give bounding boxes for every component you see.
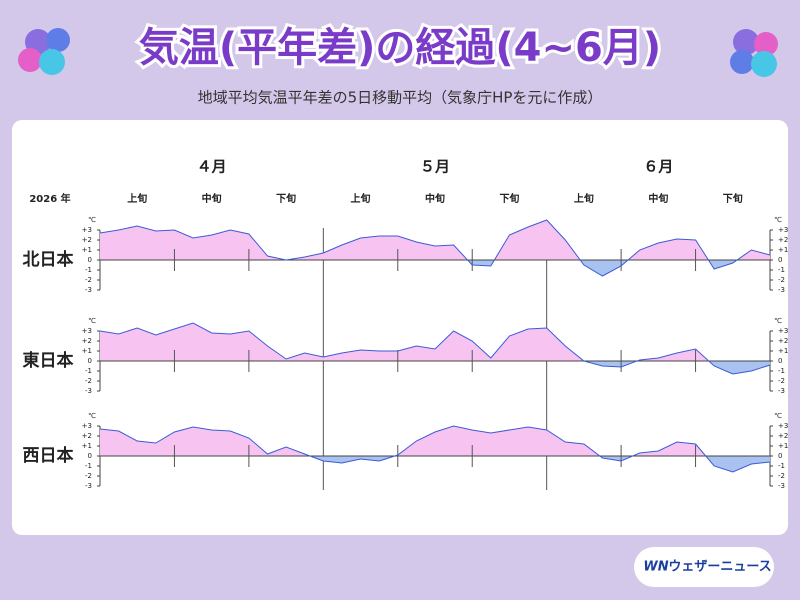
unit-label: ℃ xyxy=(88,412,96,420)
y-tick-label: +3 xyxy=(778,226,788,234)
decade-label: 上旬 xyxy=(127,192,147,205)
decade-label: 下旬 xyxy=(499,192,519,205)
region-label: 西日本 xyxy=(23,445,74,466)
area-positive xyxy=(100,323,770,361)
y-tick-label: 0 xyxy=(778,452,782,460)
temperature-line xyxy=(99,219,771,277)
y-tick-label: -2 xyxy=(778,472,785,480)
y-tick-label: +1 xyxy=(778,246,788,254)
logo-mark: WN xyxy=(643,560,668,575)
y-tick-label: -2 xyxy=(85,276,92,284)
page-subtitle: 地域平均気温平年差の5日移動平均（気象庁HPを元に作成） xyxy=(198,89,603,107)
y-tick-label: +3 xyxy=(82,422,92,430)
y-tick-label: -3 xyxy=(778,286,785,294)
flower-left xyxy=(18,28,70,75)
y-tick-label: +2 xyxy=(778,236,788,244)
decade-label: 上旬 xyxy=(351,192,371,205)
decade-label: 上旬 xyxy=(574,192,594,205)
area-positive xyxy=(100,426,770,456)
month-label: ６月 xyxy=(643,158,673,176)
unit-label: ℃ xyxy=(774,317,782,325)
y-tick-label: +1 xyxy=(82,442,92,450)
month-label: ４月 xyxy=(197,158,227,176)
unit-label: ℃ xyxy=(774,216,782,224)
y-tick-label: -2 xyxy=(85,377,92,385)
y-tick-label: -1 xyxy=(778,462,785,470)
panel xyxy=(12,120,788,535)
y-tick-label: +2 xyxy=(778,432,788,440)
y-tick-label: -2 xyxy=(778,276,785,284)
area-positive xyxy=(100,220,770,260)
flower-right xyxy=(730,29,778,77)
region-label: 東日本 xyxy=(23,350,74,371)
temperature-line xyxy=(99,322,771,375)
y-tick-label: +3 xyxy=(82,327,92,335)
y-tick-label: -3 xyxy=(85,387,92,395)
y-tick-label: -2 xyxy=(778,377,785,385)
y-tick-label: -3 xyxy=(85,482,92,490)
y-tick-label: +1 xyxy=(82,347,92,355)
page-title: 気温(平年差)の経過(4~6月) xyxy=(139,25,661,71)
y-tick-label: -3 xyxy=(778,387,785,395)
y-tick-label: -1 xyxy=(85,367,92,375)
y-tick-label: +1 xyxy=(82,246,92,254)
decade-label: 中旬 xyxy=(648,192,668,205)
y-tick-label: 0 xyxy=(778,357,782,365)
y-tick-label: -2 xyxy=(85,472,92,480)
y-tick-label: -1 xyxy=(85,266,92,274)
y-tick-label: +1 xyxy=(778,347,788,355)
decade-label: 中旬 xyxy=(202,192,222,205)
logo-text: ウェザーニュース xyxy=(668,560,771,575)
decade-label: 下旬 xyxy=(723,192,743,205)
y-tick-label: +3 xyxy=(778,422,788,430)
y-tick-label: -1 xyxy=(85,462,92,470)
y-tick-label: 0 xyxy=(88,357,92,365)
region-label: 北日本 xyxy=(23,249,74,270)
area-negative xyxy=(100,260,770,276)
y-tick-label: +3 xyxy=(82,226,92,234)
y-tick-label: +2 xyxy=(778,337,788,345)
y-tick-label: +3 xyxy=(778,327,788,335)
decade-label: 中旬 xyxy=(425,192,445,205)
y-tick-label: 0 xyxy=(88,256,92,264)
year-label: 2026 年 xyxy=(29,192,70,205)
y-tick-label: +2 xyxy=(82,337,92,345)
y-tick-label: +1 xyxy=(778,442,788,450)
month-label: ５月 xyxy=(420,158,450,176)
y-tick-label: +2 xyxy=(82,236,92,244)
area-negative xyxy=(100,361,770,374)
decade-label: 下旬 xyxy=(276,192,296,205)
logo-badge xyxy=(634,547,774,587)
temperature-line xyxy=(99,425,771,473)
y-tick-label: 0 xyxy=(778,256,782,264)
y-tick-label: 0 xyxy=(88,452,92,460)
y-tick-label: -3 xyxy=(778,482,785,490)
y-tick-label: -3 xyxy=(85,286,92,294)
unit-label: ℃ xyxy=(774,412,782,420)
y-tick-label: +2 xyxy=(82,432,92,440)
unit-label: ℃ xyxy=(88,216,96,224)
y-tick-label: -1 xyxy=(778,266,785,274)
y-tick-label: -1 xyxy=(778,367,785,375)
unit-label: ℃ xyxy=(88,317,96,325)
